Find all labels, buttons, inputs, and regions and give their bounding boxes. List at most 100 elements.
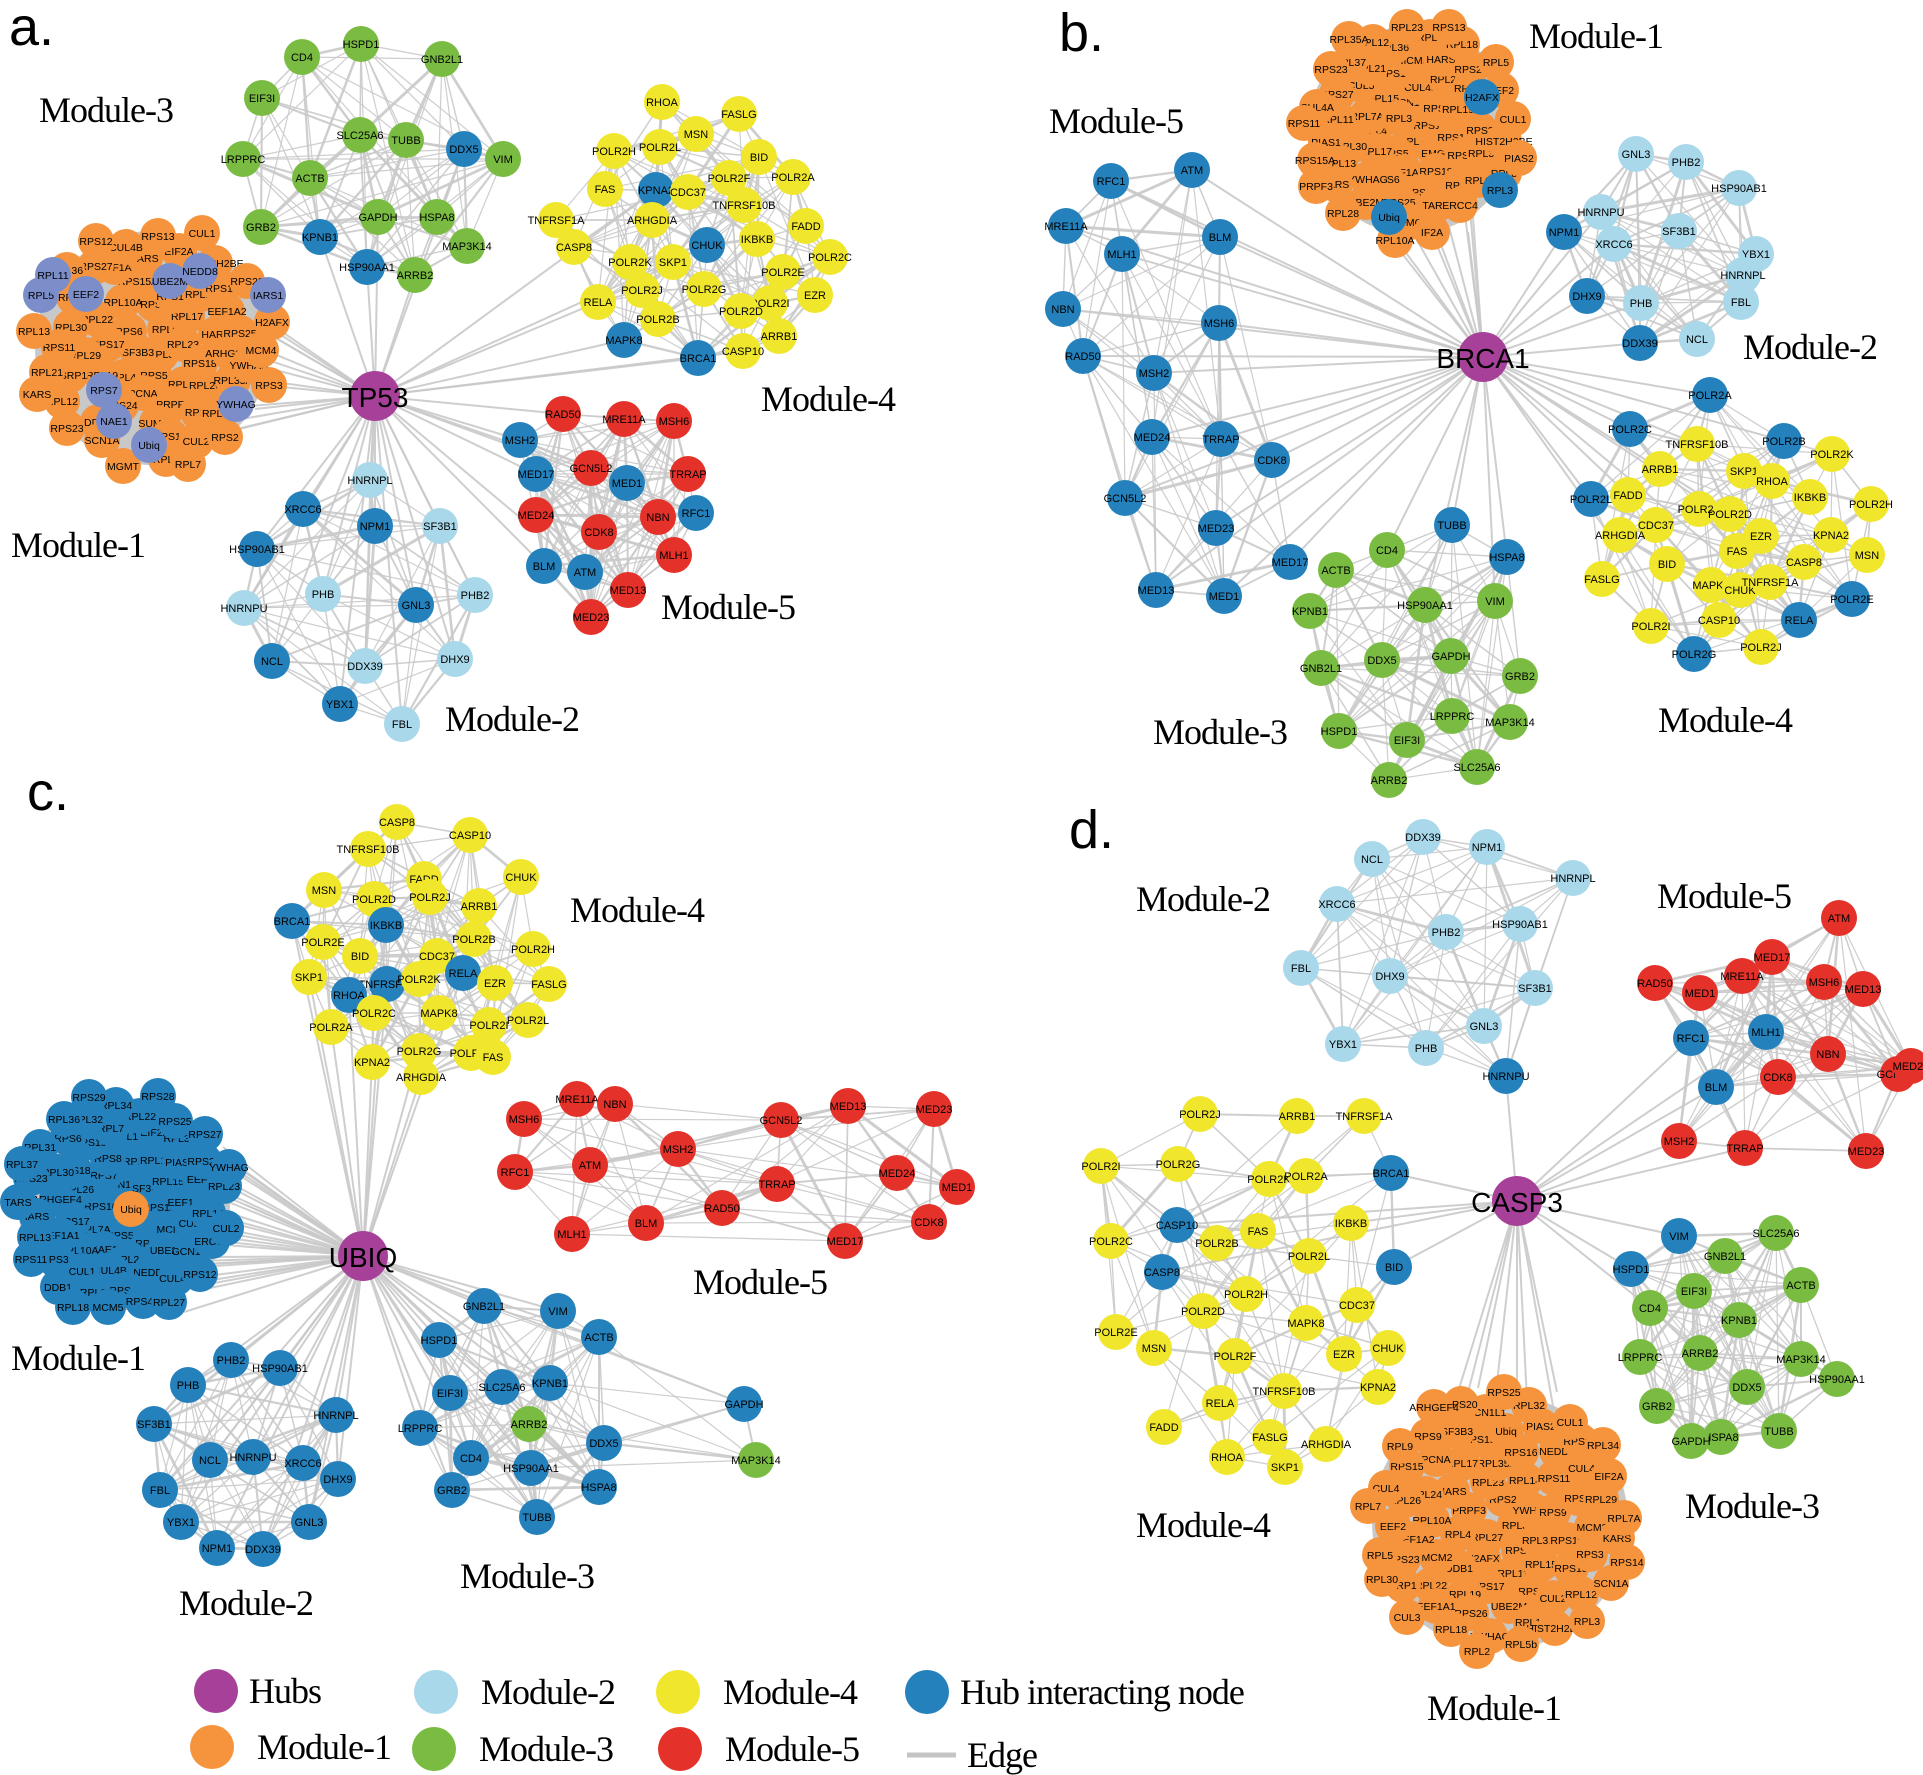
svg-text:CDC37: CDC37 (670, 187, 706, 199)
svg-text:MSH6: MSH6 (659, 416, 690, 428)
svg-text:Module-4: Module-4 (1136, 1505, 1271, 1545)
svg-text:IKBKB: IKBKB (370, 920, 402, 932)
svg-text:MSN: MSN (312, 885, 337, 897)
svg-text:MCM2: MCM2 (1422, 1552, 1453, 1564)
svg-text:RPL30: RPL30 (42, 1167, 74, 1179)
svg-text:VIM: VIM (1669, 1231, 1689, 1243)
svg-text:CASP8: CASP8 (1786, 557, 1822, 569)
svg-text:CUL2: CUL2 (1540, 1593, 1567, 1605)
svg-text:HNRNPU: HNRNPU (220, 603, 267, 615)
svg-text:SKP1: SKP1 (1730, 466, 1758, 478)
svg-text:POLR2H: POLR2H (1849, 499, 1893, 511)
svg-text:RPS13: RPS13 (141, 231, 174, 243)
svg-text:CASP10: CASP10 (449, 830, 491, 842)
svg-text:POLR2F: POLR2F (1678, 504, 1721, 516)
svg-text:BLM: BLM (635, 1218, 658, 1230)
svg-text:CUL1: CUL1 (189, 228, 216, 240)
svg-text:RPS15A: RPS15A (1295, 155, 1335, 167)
svg-text:IKBKB: IKBKB (741, 234, 773, 246)
svg-text:PHB2: PHB2 (1432, 927, 1461, 939)
svg-text:d.: d. (1069, 800, 1114, 860)
svg-text:EEF2: EEF2 (73, 289, 99, 301)
svg-text:DHX9: DHX9 (323, 1474, 352, 1486)
svg-text:RPS25: RPS25 (1487, 1387, 1520, 1399)
svg-text:ACTB: ACTB (295, 173, 324, 185)
svg-text:POLR2C: POLR2C (808, 252, 852, 264)
svg-text:Module-5: Module-5 (1049, 101, 1183, 141)
svg-text:HSP90AB1: HSP90AB1 (252, 1363, 308, 1375)
svg-text:RPS25: RPS25 (223, 328, 256, 340)
svg-text:RFC1: RFC1 (1677, 1033, 1706, 1045)
svg-text:DDX39: DDX39 (245, 1544, 280, 1556)
svg-text:CUL4B: CUL4B (109, 242, 143, 254)
svg-text:ARRB1: ARRB1 (761, 331, 798, 343)
svg-text:POLR2A: POLR2A (309, 1022, 353, 1034)
svg-text:POLR2L: POLR2L (639, 142, 681, 154)
svg-text:POLR2E: POLR2E (1830, 594, 1873, 606)
svg-text:FBL: FBL (392, 719, 412, 731)
svg-text:HSPD1: HSPD1 (421, 1335, 458, 1347)
svg-text:ARHGDIA: ARHGDIA (1595, 530, 1646, 542)
svg-text:EEF1A1: EEF1A1 (1416, 1601, 1455, 1613)
svg-text:Module-4: Module-4 (570, 890, 705, 930)
svg-text:MED13: MED13 (1845, 984, 1882, 996)
svg-text:KARS: KARS (1603, 1533, 1632, 1545)
svg-text:RPS23: RPS23 (1314, 64, 1347, 76)
svg-text:POLR2B: POLR2B (636, 314, 679, 326)
svg-text:HARS: HARS (1437, 1486, 1466, 1498)
svg-text:GNB2L1: GNB2L1 (1704, 1251, 1746, 1263)
svg-text:SLC25A6: SLC25A6 (336, 130, 383, 142)
svg-text:NBN: NBN (646, 512, 669, 524)
svg-text:HNRNPU: HNRNPU (229, 1452, 276, 1464)
svg-text:CUL4: CUL4 (1373, 1483, 1400, 1495)
svg-text:BLM: BLM (1705, 1082, 1728, 1094)
svg-text:BID: BID (750, 152, 768, 164)
svg-text:FAS: FAS (1248, 1226, 1269, 1238)
svg-text:FADD: FADD (1149, 1422, 1178, 1434)
svg-text:RPL34: RPL34 (100, 1100, 132, 1112)
svg-text:Module-5: Module-5 (1657, 876, 1791, 916)
svg-text:POLR2C: POLR2C (1608, 424, 1652, 436)
svg-text:PHB: PHB (312, 589, 335, 601)
svg-text:RPS11: RPS11 (1538, 1473, 1571, 1485)
svg-text:GNL3: GNL3 (1470, 1021, 1499, 1033)
svg-text:POLR2G: POLR2G (397, 1046, 442, 1058)
svg-text:SF3B1: SF3B1 (137, 1419, 171, 1431)
svg-text:HSPD1: HSPD1 (1613, 1264, 1650, 1276)
svg-text:Module-1: Module-1 (1529, 16, 1663, 56)
svg-text:Edge: Edge (967, 1735, 1037, 1775)
svg-text:GAPDH: GAPDH (358, 212, 397, 224)
svg-text:PRPF3: PRPF3 (1299, 181, 1333, 193)
svg-text:IKBKB: IKBKB (1335, 1218, 1367, 1230)
svg-text:MED23: MED23 (573, 612, 610, 624)
svg-text:POLR2I: POLR2I (1631, 621, 1670, 633)
svg-text:EZR: EZR (1333, 1349, 1355, 1361)
svg-text:MCM4: MCM4 (246, 345, 277, 357)
svg-text:RPL18: RPL18 (57, 1302, 89, 1314)
svg-text:NBN: NBN (603, 1099, 626, 1111)
svg-text:Ubiq: Ubiq (1495, 1426, 1517, 1438)
svg-text:CHUK: CHUK (1724, 585, 1756, 597)
svg-text:RPS13: RPS13 (142, 1202, 175, 1214)
svg-text:DHX9: DHX9 (1375, 971, 1404, 983)
svg-text:MLH1: MLH1 (1107, 249, 1136, 261)
svg-text:GNL3: GNL3 (295, 1517, 324, 1529)
svg-text:CASP8: CASP8 (379, 817, 415, 829)
svg-text:RPS27: RPS27 (188, 1129, 221, 1141)
svg-text:POLR2F: POLR2F (1214, 1351, 1257, 1363)
svg-text:RPL5: RPL5 (1367, 1550, 1393, 1562)
svg-text:RPL3: RPL3 (1487, 185, 1513, 197)
svg-text:GNB2L1: GNB2L1 (463, 1301, 505, 1313)
svg-text:Module-3: Module-3 (1685, 1486, 1819, 1526)
svg-text:YBX1: YBX1 (326, 699, 354, 711)
svg-text:MRE11A: MRE11A (1044, 221, 1088, 233)
svg-text:RPS29: RPS29 (72, 1092, 105, 1104)
svg-text:ATM: ATM (1181, 165, 1203, 177)
svg-text:MED1: MED1 (1685, 988, 1716, 1000)
svg-text:ARHGDIA: ARHGDIA (1301, 1439, 1352, 1451)
svg-text:CUL1: CUL1 (1500, 114, 1527, 126)
svg-text:EIF3I: EIF3I (1681, 1286, 1707, 1298)
svg-text:MCM5: MCM5 (93, 1302, 124, 1314)
svg-text:RPL37: RPL37 (6, 1159, 38, 1171)
svg-text:RPL30: RPL30 (1366, 1574, 1398, 1586)
